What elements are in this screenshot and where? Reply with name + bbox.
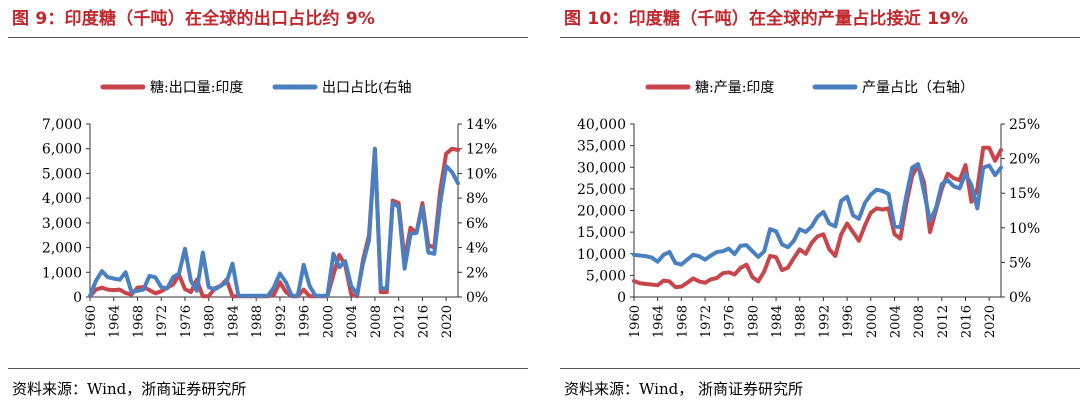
figure-10-chart: 0 5,000 10,000 15,000 20,000 25,000 30,000 35,0…: [577, 80, 1040, 338]
figure-10-top-rule: [560, 37, 1080, 38]
series-line-volume: [88, 146, 460, 299]
right-y-tick-label: 0%: [466, 290, 488, 306]
x-tick-label: 2016: [959, 305, 974, 338]
figure-10-source: 资料来源：Wind， 浙商证券研究所: [564, 380, 803, 398]
figure-9-bottom-rule: [8, 368, 528, 369]
x-tick-label: 1976: [179, 305, 194, 338]
x-tick-label: 1964: [108, 305, 123, 338]
x-tick-label: 1968: [131, 305, 146, 338]
left-y-tick-label: 30,000: [577, 160, 626, 176]
left-y-tick-label: 10,000: [577, 247, 626, 263]
left-y-tick-label: 4,000: [42, 191, 82, 207]
left-y-tick-label: 25,000: [577, 182, 626, 198]
figure-10-panel: 图 10：印度糖（千吨）在全球的产量占比接近 19% 0 5,000 10,000 1…: [552, 0, 1080, 404]
x-tick-label: 1996: [298, 305, 313, 338]
x-tick-label: 2004: [345, 305, 360, 338]
series-line-share: [88, 146, 460, 298]
legend-label: 产量占比（右轴）: [862, 80, 974, 96]
x-tick-label: 1980: [746, 305, 761, 338]
right-y-tick-label: 0%: [1009, 290, 1031, 306]
x-tick-label: 2016: [416, 305, 431, 338]
x-tick-label: 1976: [723, 305, 738, 338]
x-tick-label: 1972: [699, 305, 714, 338]
x-tick-label: 2008: [369, 305, 384, 338]
legend-label: 糖:产量:印度: [695, 80, 774, 96]
x-tick-label: 1988: [250, 305, 265, 338]
x-tick-label: 1992: [274, 305, 289, 338]
right-y-tick-label: 20%: [1009, 152, 1040, 168]
x-tick-label: 1984: [770, 305, 785, 338]
x-tick-label: 2020: [983, 305, 998, 338]
figure-9-panel: 图 9：印度糖（千吨）在全球的出口占比约 9% 0 1,000 2,000 3,000…: [0, 0, 528, 404]
left-y-tick-label: 15,000: [577, 225, 626, 241]
figure-9-top-rule: [8, 37, 528, 38]
right-y-tick-label: 12%: [466, 142, 497, 158]
right-y-tick-label: 8%: [466, 191, 488, 207]
x-tick-label: 2004: [888, 305, 903, 338]
x-tick-label: 1980: [203, 305, 218, 338]
figure-9-chart: 0 1,000 2,000 3,000 4,000 5,000 6,000 7,000 0% 2%…: [42, 80, 497, 338]
right-y-tick-label: 14%: [466, 117, 497, 133]
x-tick-label: 1972: [155, 305, 170, 338]
right-y-tick-label: 2%: [466, 265, 488, 281]
figure-10-bottom-rule: [560, 368, 1080, 369]
legend-label: 出口占比(右轴: [322, 80, 411, 96]
x-tick-label: 1968: [675, 305, 690, 338]
x-tick-label: 1988: [794, 305, 809, 338]
right-y-tick-label: 10%: [466, 166, 497, 182]
right-y-tick-label: 25%: [1009, 117, 1040, 133]
x-tick-label: 2000: [865, 305, 880, 338]
x-tick-label: 2020: [440, 305, 455, 338]
x-tick-label: 1984: [226, 305, 241, 338]
left-y-tick-label: 5,000: [586, 268, 626, 284]
x-tick-label: 1960: [628, 305, 643, 338]
left-y-tick-label: 5,000: [42, 166, 82, 182]
left-y-tick-label: 40,000: [577, 117, 626, 133]
x-tick-label: 2008: [912, 305, 927, 338]
x-tick-label: 1964: [652, 305, 667, 338]
left-y-tick-label: 35,000: [577, 139, 626, 155]
x-tick-label: 2000: [321, 305, 336, 338]
figure-9-source: 资料来源：Wind，浙商证券研究所: [12, 380, 247, 398]
legend-label: 糖:出口量:印度: [150, 80, 243, 96]
x-tick-label: 1992: [817, 305, 832, 338]
right-y-tick-label: 5%: [1009, 255, 1031, 271]
left-y-tick-label: 6,000: [42, 142, 82, 158]
left-y-tick-label: 1,000: [42, 265, 82, 281]
right-y-tick-label: 6%: [466, 216, 488, 232]
left-y-tick-label: 2,000: [42, 241, 82, 257]
right-y-tick-label: 4%: [466, 241, 488, 257]
left-y-tick-label: 0: [73, 290, 82, 306]
x-tick-label: 2012: [936, 305, 951, 338]
figure-10-title: 图 10：印度糖（千吨）在全球的产量占比接近 19%: [564, 9, 969, 29]
figure-9-title: 图 9：印度糖（千吨）在全球的出口占比约 9%: [12, 9, 376, 29]
left-y-tick-label: 3,000: [42, 216, 82, 232]
x-tick-label: 2012: [393, 305, 408, 338]
right-y-tick-label: 15%: [1009, 186, 1040, 202]
left-y-tick-label: 20,000: [577, 204, 626, 220]
x-tick-label: 1960: [84, 305, 99, 338]
series-line-share: [632, 162, 1003, 267]
right-y-tick-label: 10%: [1009, 221, 1040, 237]
left-y-tick-label: 0: [617, 290, 626, 306]
x-tick-label: 1996: [841, 305, 856, 338]
left-y-tick-label: 7,000: [42, 117, 82, 133]
